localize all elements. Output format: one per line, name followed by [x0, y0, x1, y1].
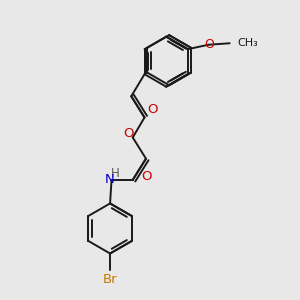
Text: Br: Br [103, 273, 117, 286]
Text: O: O [123, 128, 134, 140]
Text: H: H [111, 167, 120, 181]
Text: N: N [105, 173, 115, 186]
Text: O: O [142, 170, 152, 183]
Text: O: O [204, 38, 214, 51]
Text: O: O [148, 103, 158, 116]
Text: CH₃: CH₃ [237, 38, 258, 48]
